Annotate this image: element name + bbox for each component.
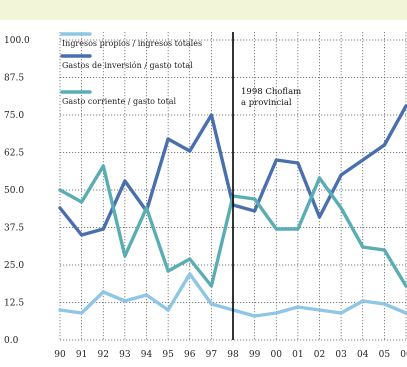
series-point <box>166 269 170 273</box>
x-tick-label: 02 <box>314 350 325 360</box>
series-point <box>253 197 256 201</box>
annotation-line-text: 1998 Choflam <box>241 87 301 97</box>
series-point <box>296 305 300 309</box>
series-point <box>339 173 343 177</box>
series-point <box>101 290 105 294</box>
x-tick-label: 00 <box>271 350 283 360</box>
series-point <box>58 308 62 312</box>
y-tick-label: 75.0 <box>4 111 24 121</box>
series-point <box>166 137 170 141</box>
series-point <box>404 104 407 108</box>
x-tick-label: 97 <box>206 350 218 360</box>
series-point <box>361 158 365 162</box>
legend-label: Ingresos propios / ingresos totales <box>62 39 202 48</box>
x-tick-label: 06 <box>400 350 407 360</box>
series-point <box>145 206 148 210</box>
x-tick-label: 96 <box>184 350 196 360</box>
legend-label: Gastos de inversión / gasto total <box>62 61 193 70</box>
y-tick-label: 0.0 <box>4 336 19 346</box>
series-point <box>296 161 300 165</box>
x-tick-label: 95 <box>162 350 174 360</box>
series-point <box>58 206 62 210</box>
x-tick-label: 94 <box>141 350 153 360</box>
x-tick-label: 92 <box>98 350 109 360</box>
series-point <box>145 293 148 297</box>
series-point <box>404 284 407 288</box>
legend-label: Gasto corriente / gasto total <box>62 97 177 106</box>
series-point <box>58 188 62 192</box>
series-point <box>166 308 170 312</box>
annotations: 1998 Choflam a provincial <box>232 32 301 340</box>
series-point <box>123 299 127 303</box>
series-point <box>188 149 192 153</box>
series-point <box>383 143 386 147</box>
y-tick-labels: 0.0 12.5 25.0 37.5 50.0 62.5 75.0 87.5 100.0 <box>4 36 30 346</box>
series-point <box>318 215 321 219</box>
series-point <box>101 164 105 168</box>
series-point <box>80 311 83 315</box>
x-tick-label: 04 <box>357 350 369 360</box>
series-point <box>210 302 213 306</box>
y-tick-label: 62.5 <box>4 149 24 159</box>
x-tick-label: 98 <box>227 350 239 360</box>
series-point <box>274 227 278 231</box>
x-tick-label: 90 <box>54 350 66 360</box>
y-tick-label: 87.5 <box>4 74 24 84</box>
series-point <box>101 227 105 231</box>
series-point <box>383 302 386 306</box>
series-point <box>383 248 386 252</box>
x-tick-label: 91 <box>76 350 87 360</box>
series-point <box>210 113 213 117</box>
series-point <box>296 227 300 231</box>
series-point <box>123 179 127 183</box>
x-tick-label: 05 <box>379 350 391 360</box>
series-point <box>339 311 343 315</box>
series-point <box>188 257 192 261</box>
x-tick-label: 93 <box>119 350 131 360</box>
annotation-text: 1998 Choflam a provincial <box>241 87 301 108</box>
x-tick-label: 03 <box>335 350 347 360</box>
series-point <box>80 200 83 204</box>
series-point <box>318 308 321 312</box>
y-tick-label: 50.0 <box>4 186 24 196</box>
series-point <box>404 311 407 315</box>
series-point <box>123 254 127 258</box>
grid <box>59 32 407 341</box>
series-point <box>80 233 83 237</box>
series-point <box>318 176 321 180</box>
series-point <box>361 245 365 249</box>
y-tick-label: 37.5 <box>4 224 24 234</box>
series-point <box>274 158 278 162</box>
series-point <box>253 314 256 318</box>
x-tick-label: 01 <box>292 350 303 360</box>
annotation-line-text: a provincial <box>241 98 292 108</box>
series-point <box>274 311 278 315</box>
x-tick-label: 99 <box>249 350 261 360</box>
x-tick-labels: 90 91 92 93 94 95 96 97 98 99 00 01 02 03 04 05 06 <box>54 350 407 360</box>
y-tick-label: 12.5 <box>4 299 24 309</box>
series-point <box>361 299 365 303</box>
series-point <box>339 206 343 210</box>
series-point <box>210 284 213 288</box>
top-band <box>0 0 407 20</box>
y-tick-label: 100.0 <box>4 36 30 46</box>
legend: Ingresos propios / ingresos totales Gasto… <box>60 32 202 106</box>
series-point <box>253 209 256 213</box>
y-tick-label: 25.0 <box>4 261 24 271</box>
series-point <box>188 272 192 276</box>
